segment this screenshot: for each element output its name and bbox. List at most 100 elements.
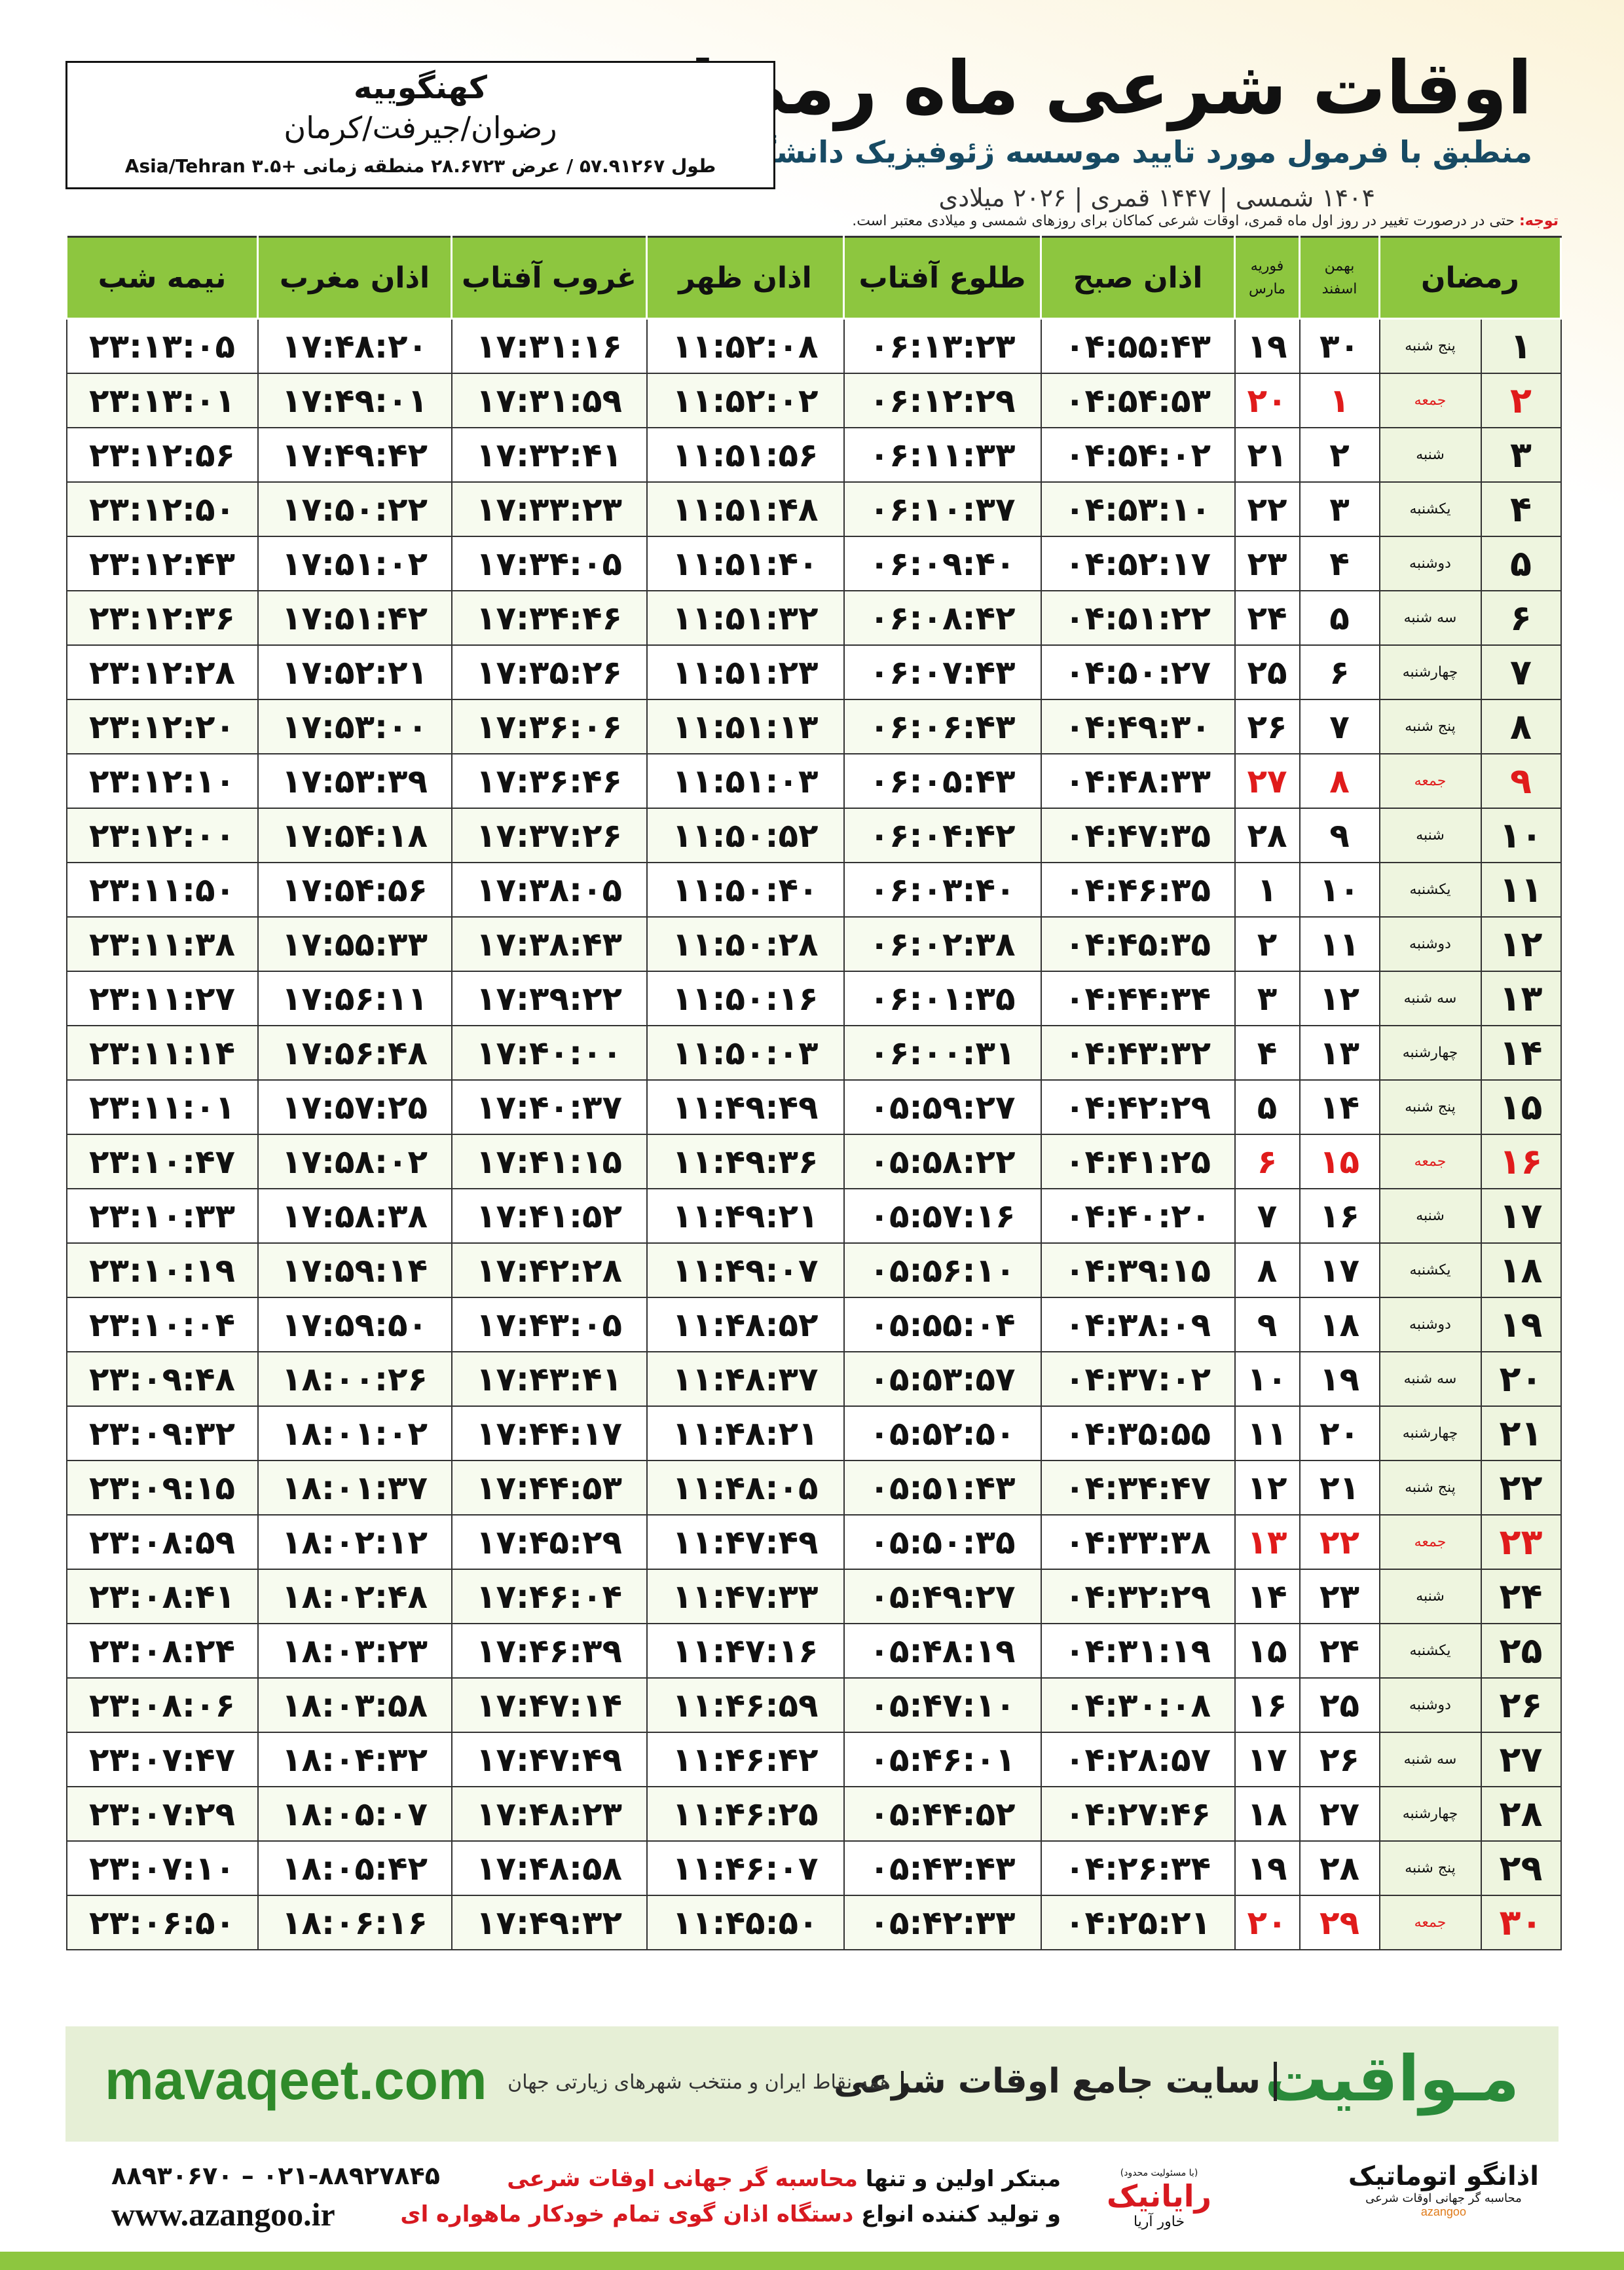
fajr: ۰۴:۴۰:۲۰ xyxy=(1040,1188,1236,1244)
table-row: ۸ پنج شنبه ۷ ۲۶ ۰۴:۴۹:۳۰ ۰۶:۰۶:۴۳ ۱۱:۵۱:۱۳ ۱۷:۳… xyxy=(65,699,1562,754)
table-row: ۲۰ سه شنبه ۱۹ ۱۰ ۰۴:۳۷:۰۲ ۰۵:۵۳:۵۷ ۱۱:۴۸:۳۷ ۱۷:… xyxy=(65,1351,1562,1407)
ramadan-day: ۲۸ xyxy=(1480,1786,1562,1842)
maghrib: ۱۸:۰۵:۴۲ xyxy=(257,1840,452,1896)
sunrise: ۰۵:۴۶:۰۱ xyxy=(843,1732,1042,1787)
gregorian-date: ۹ xyxy=(1234,1297,1301,1352)
gregorian-date: ۱ xyxy=(1234,862,1301,918)
sunrise: ۰۵:۴۲:۳۳ xyxy=(843,1895,1042,1950)
fajr: ۰۴:۴۵:۳۵ xyxy=(1040,916,1236,972)
fajr: ۰۴:۲۶:۳۴ xyxy=(1040,1840,1236,1896)
weekday: یکشنبه xyxy=(1378,862,1482,918)
sunrise: ۰۶:۰۵:۴۳ xyxy=(843,753,1042,809)
ramadan-day: ۱۳ xyxy=(1480,971,1562,1026)
midnight: ۲۳:۱۱:۰۱ xyxy=(65,1079,259,1135)
weekday: جمعه xyxy=(1378,1895,1482,1950)
ramadan-day: ۱۹ xyxy=(1480,1297,1562,1352)
sunset: ۱۷:۴۰:۳۷ xyxy=(451,1079,648,1135)
weekday: جمعه xyxy=(1378,753,1482,809)
midnight: ۲۳:۱۳:۰۵ xyxy=(65,318,259,374)
subtitle: منطبق با فرمول مورد تایید موسسه ژئوفیزیک… xyxy=(633,134,1532,170)
weekday: دوشنبه xyxy=(1378,1297,1482,1352)
fajr: ۰۴:۳۳:۳۸ xyxy=(1040,1514,1236,1570)
persian-date: ۱۰ xyxy=(1299,862,1380,918)
ramadan-day: ۱۴ xyxy=(1480,1025,1562,1081)
ramadan-day: ۲۰ xyxy=(1480,1351,1562,1407)
maghrib: ۱۸:۰۳:۵۸ xyxy=(257,1677,452,1733)
weekday: چهارشنبه xyxy=(1378,644,1482,700)
sunset: ۱۷:۴۷:۱۴ xyxy=(451,1677,648,1733)
sunrise: ۰۶:۰۱:۳۵ xyxy=(843,971,1042,1026)
gregorian-date: ۱۹ xyxy=(1234,318,1301,374)
sunrise: ۰۶:۱۱:۳۳ xyxy=(843,427,1042,483)
promo-line: مبتکر اولین و تنها محاسبه گر جهانی اوقات… xyxy=(400,2161,1061,2197)
weekday: پنج شنبه xyxy=(1378,699,1482,754)
persian-date: ۱۷ xyxy=(1299,1242,1380,1298)
midnight: ۲۳:۱۲:۵۶ xyxy=(65,427,259,483)
header-cell: اذان مغرب xyxy=(257,236,452,320)
persian-date: ۱۱ xyxy=(1299,916,1380,972)
fajr: ۰۴:۴۶:۳۵ xyxy=(1040,862,1236,918)
sunset: ۱۷:۴۱:۵۲ xyxy=(451,1188,648,1244)
dhuhr: ۱۱:۵۱:۵۶ xyxy=(646,427,845,483)
weekday: سه شنبه xyxy=(1378,590,1482,646)
persian-date: ۱ xyxy=(1299,373,1380,428)
header-label: اسفند xyxy=(1321,281,1357,297)
table-row: ۱۶ جمعه ۱۵ ۶ ۰۴:۴۱:۲۵ ۰۵:۵۸:۲۲ ۱۱:۴۹:۳۶ ۱۷:۴۱:۱… xyxy=(65,1134,1562,1189)
ramadan-day: ۱۷ xyxy=(1480,1188,1562,1244)
fajr: ۰۴:۴۷:۳۵ xyxy=(1040,808,1236,863)
maghrib: ۱۸:۰۵:۰۷ xyxy=(257,1786,452,1842)
weekday: دوشنبه xyxy=(1378,916,1482,972)
fajr: ۰۴:۵۴:۵۳ xyxy=(1040,373,1236,428)
maghrib: ۱۷:۵۸:۰۲ xyxy=(257,1134,452,1189)
table-row: ۲۶ دوشنبه ۲۵ ۱۶ ۰۴:۳۰:۰۸ ۰۵:۴۷:۱۰ ۱۱:۴۶:۵۹ ۱۷:۴… xyxy=(65,1677,1562,1733)
sunset: ۱۷:۳۱:۱۶ xyxy=(451,318,648,374)
sunrise: ۰۶:۱۲:۲۹ xyxy=(843,373,1042,428)
persian-date: ۵ xyxy=(1299,590,1380,646)
weekday: پنج شنبه xyxy=(1378,1460,1482,1516)
note-text: حتی در درصورت تغییر در روز اول ماه قمری،… xyxy=(852,213,1515,229)
gregorian-date: ۱۷ xyxy=(1234,1732,1301,1787)
table-row: ۳ شنبه ۲ ۲۱ ۰۴:۵۴:۰۲ ۰۶:۱۱:۳۳ ۱۱:۵۱:۵۶ ۱۷:۳۲:۴۱… xyxy=(65,427,1562,483)
sunset: ۱۷:۴۱:۱۵ xyxy=(451,1134,648,1189)
fajr: ۰۴:۳۸:۰۹ xyxy=(1040,1297,1236,1352)
weekday: چهارشنبه xyxy=(1378,1405,1482,1461)
header-cell: رمضان xyxy=(1378,236,1562,320)
maghrib: ۱۷:۵۱:۴۲ xyxy=(257,590,452,646)
gregorian-date: ۵ xyxy=(1234,1079,1301,1135)
village: کهنگوییه xyxy=(354,69,487,106)
sunrise: ۰۶:۰۰:۳۱ xyxy=(843,1025,1042,1081)
maghrib: ۱۷:۵۴:۱۸ xyxy=(257,808,452,863)
dhuhr: ۱۱:۴۶:۴۲ xyxy=(646,1732,845,1787)
maghrib: ۱۷:۵۸:۳۸ xyxy=(257,1188,452,1244)
maghrib: ۱۷:۵۰:۲۲ xyxy=(257,481,452,537)
header-cell: اذان ظهر xyxy=(646,236,845,320)
fajr: ۰۴:۵۵:۴۳ xyxy=(1040,318,1236,374)
midnight: ۲۳:۱۰:۳۳ xyxy=(65,1188,259,1244)
gregorian-date: ۲۵ xyxy=(1234,644,1301,700)
weekday: دوشنبه xyxy=(1378,536,1482,591)
sunrise: ۰۶:۰۸:۴۲ xyxy=(843,590,1042,646)
sunset: ۱۷:۳۸:۰۵ xyxy=(451,862,648,918)
weekday: شنبه xyxy=(1378,427,1482,483)
fajr: ۰۴:۳۹:۱۵ xyxy=(1040,1242,1236,1298)
persian-date: ۹ xyxy=(1299,808,1380,863)
fajr: ۰۴:۲۵:۲۱ xyxy=(1040,1895,1236,1950)
logo-sub: خاور آریا xyxy=(1133,2214,1185,2230)
fajr: ۰۴:۵۲:۱۷ xyxy=(1040,536,1236,591)
coordinates: طول ۵۷.۹۱۲۶۷ / عرض ۲۸.۶۷۲۳ منطقه زمانی +… xyxy=(124,155,716,177)
table-row: ۱۲ دوشنبه ۱۱ ۲ ۰۴:۴۵:۳۵ ۰۶:۰۲:۳۸ ۱۱:۵۰:۲۸ ۱۷:۳۸… xyxy=(65,916,1562,972)
dhuhr: ۱۱:۵۱:۱۳ xyxy=(646,699,845,754)
gregorian-date: ۱۲ xyxy=(1234,1460,1301,1516)
ramadan-day: ۲۹ xyxy=(1480,1840,1562,1896)
maghrib: ۱۷:۵۲:۲۱ xyxy=(257,644,452,700)
gregorian-date: ۱۳ xyxy=(1234,1514,1301,1570)
persian-date: ۱۳ xyxy=(1299,1025,1380,1081)
table-row: ۲۳ جمعه ۲۲ ۱۳ ۰۴:۳۳:۳۸ ۰۵:۵۰:۳۵ ۱۱:۴۷:۴۹ ۱۷:۴۵:… xyxy=(65,1514,1562,1570)
maghrib: ۱۸:۰۱:۳۷ xyxy=(257,1460,452,1516)
sunrise: ۰۵:۵۹:۲۷ xyxy=(843,1079,1042,1135)
ramadan-day: ۲۴ xyxy=(1480,1569,1562,1624)
table-row: ۶ سه شنبه ۵ ۲۴ ۰۴:۵۱:۲۲ ۰۶:۰۸:۴۲ ۱۱:۵۱:۳۲ ۱۷:۳۴… xyxy=(65,590,1562,646)
logo-name: رایانیک xyxy=(1107,2178,1211,2214)
ramadan-day: ۲۳ xyxy=(1480,1514,1562,1570)
midnight: ۲۳:۱۲:۲۰ xyxy=(65,699,259,754)
